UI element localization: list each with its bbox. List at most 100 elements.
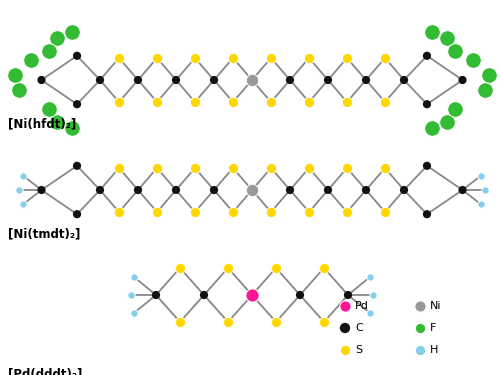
Point (210, 77, 218, 83)
Point (480, 87, 488, 93)
Point (38, 77, 46, 83)
Point (428, 125, 436, 131)
Point (127, 292, 135, 298)
Text: S: S (355, 345, 362, 355)
Point (443, 119, 451, 125)
Point (267, 99, 275, 105)
Point (296, 292, 304, 298)
Point (53, 119, 61, 125)
Point (343, 99, 351, 105)
Point (458, 187, 466, 193)
Point (305, 165, 313, 171)
Point (176, 265, 184, 271)
Point (272, 319, 280, 325)
Point (480, 187, 488, 193)
Point (115, 99, 123, 105)
Point (451, 106, 459, 112)
Point (191, 99, 199, 105)
Point (20, 173, 28, 179)
Point (172, 187, 180, 193)
Point (16, 187, 24, 193)
Point (362, 187, 370, 193)
Point (248, 77, 256, 83)
Point (468, 57, 476, 63)
Text: Pd: Pd (355, 301, 369, 311)
Point (341, 325, 349, 331)
Point (248, 292, 256, 298)
Point (381, 99, 389, 105)
Point (476, 173, 484, 179)
Point (400, 77, 408, 83)
Point (272, 265, 280, 271)
Point (443, 35, 451, 41)
Point (320, 319, 328, 325)
Point (286, 77, 294, 83)
Point (68, 125, 76, 131)
Point (344, 292, 352, 298)
Point (153, 165, 161, 171)
Text: C: C (355, 323, 363, 333)
Point (153, 99, 161, 105)
Point (267, 165, 275, 171)
Point (381, 165, 389, 171)
Point (16, 87, 24, 93)
Point (224, 265, 232, 271)
Point (423, 163, 431, 169)
Point (28, 57, 36, 63)
Point (400, 187, 408, 193)
Point (172, 77, 180, 83)
Point (68, 29, 76, 35)
Point (416, 325, 424, 331)
Point (423, 53, 431, 59)
Point (115, 209, 123, 215)
Point (73, 163, 81, 169)
Point (305, 99, 313, 105)
Point (45, 48, 53, 54)
Point (423, 211, 431, 217)
Point (341, 347, 349, 353)
Point (366, 274, 374, 280)
Text: [Ni(tmdt)₂]: [Ni(tmdt)₂] (8, 227, 81, 240)
Point (416, 347, 424, 353)
Point (134, 187, 142, 193)
Point (53, 35, 61, 41)
Point (229, 99, 237, 105)
Point (248, 187, 256, 193)
Point (343, 55, 351, 61)
Point (476, 201, 484, 207)
Point (153, 209, 161, 215)
Point (320, 265, 328, 271)
Point (369, 292, 377, 298)
Point (115, 55, 123, 61)
Point (130, 274, 138, 280)
Text: [Pd(dddt)₂]: [Pd(dddt)₂] (8, 367, 83, 375)
Point (96, 77, 104, 83)
Point (96, 187, 104, 193)
Point (191, 209, 199, 215)
Text: Ni: Ni (430, 301, 442, 311)
Point (73, 211, 81, 217)
Point (324, 187, 332, 193)
Point (381, 209, 389, 215)
Point (191, 55, 199, 61)
Point (423, 101, 431, 107)
Point (20, 201, 28, 207)
Point (229, 55, 237, 61)
Point (45, 106, 53, 112)
Text: F: F (430, 323, 436, 333)
Point (381, 55, 389, 61)
Point (343, 165, 351, 171)
Text: [Ni(hfdt)₂]: [Ni(hfdt)₂] (8, 117, 76, 130)
Point (267, 55, 275, 61)
Point (362, 77, 370, 83)
Point (176, 319, 184, 325)
Point (416, 303, 424, 309)
Point (341, 303, 349, 309)
Point (229, 209, 237, 215)
Point (38, 187, 46, 193)
Point (366, 310, 374, 316)
Point (458, 77, 466, 83)
Point (73, 53, 81, 59)
Point (130, 310, 138, 316)
Point (324, 77, 332, 83)
